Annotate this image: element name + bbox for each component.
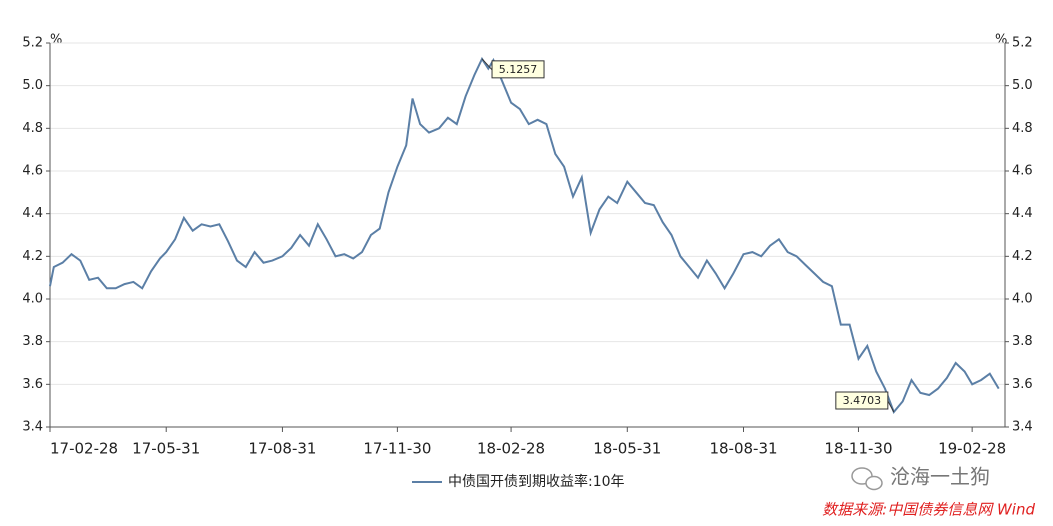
x-tick-label: 18-02-28 <box>477 440 545 458</box>
y-unit: % <box>50 33 62 48</box>
y2-tick-label: 4.8 <box>1012 121 1033 136</box>
y-tick-label: 3.4 <box>22 420 43 435</box>
watermark: 沧海一土狗 <box>890 465 990 489</box>
y2-tick-label: 4.6 <box>1012 164 1033 179</box>
y-tick-label: 4.0 <box>22 292 43 307</box>
y2-tick-label: 4.0 <box>1012 292 1033 307</box>
y2-tick-label: 3.6 <box>1012 377 1033 392</box>
y-tick-label: 3.8 <box>22 334 43 349</box>
annotation-box <box>491 60 545 79</box>
y-tick-label: 4.6 <box>22 164 43 179</box>
y2-tick-label: 3.8 <box>1012 334 1033 349</box>
x-tick-label: 18-08-31 <box>709 440 777 458</box>
annotation-arrow <box>481 58 493 71</box>
annotation-box <box>835 391 889 410</box>
line-series <box>49 56 1000 414</box>
y2-tick-label: 4.2 <box>1012 249 1033 264</box>
y-tick-label: 5.2 <box>22 36 43 51</box>
x-tick-label: 18-11-30 <box>824 440 892 458</box>
y-tick-label: 3.6 <box>22 377 43 392</box>
annotation-arrow <box>887 400 895 413</box>
x-tick-label: 18-05-31 <box>593 440 661 458</box>
y-tick-label: 4.8 <box>22 121 43 136</box>
source: 数据来源:中国债券信息网 Wind <box>822 501 1035 519</box>
y2-tick-label: 3.4 <box>1012 420 1033 435</box>
annotation-text: 5.1257 <box>499 63 538 76</box>
y-tick-label: 5.0 <box>22 78 43 93</box>
annotation-text: 3.4703 <box>843 394 882 407</box>
x-tick-label: 17-02-28 <box>50 440 118 458</box>
x-tick-label: 17-08-31 <box>248 440 316 458</box>
x-tick-label: 17-11-30 <box>363 440 431 458</box>
legend-label: 中债国开债到期收益率:10年 <box>448 473 625 490</box>
y2-tick-label: 5.0 <box>1012 78 1033 93</box>
y-tick-label: 4.2 <box>22 249 43 264</box>
x-tick-label: 17-05-31 <box>132 440 200 458</box>
y2-unit: % <box>995 33 1007 48</box>
x-tick-label: 19-02-28 <box>938 440 1006 458</box>
y2-tick-label: 5.2 <box>1012 36 1033 51</box>
y-tick-label: 4.4 <box>22 206 43 221</box>
y2-tick-label: 4.4 <box>1012 206 1033 221</box>
wechat-icon <box>851 467 883 491</box>
